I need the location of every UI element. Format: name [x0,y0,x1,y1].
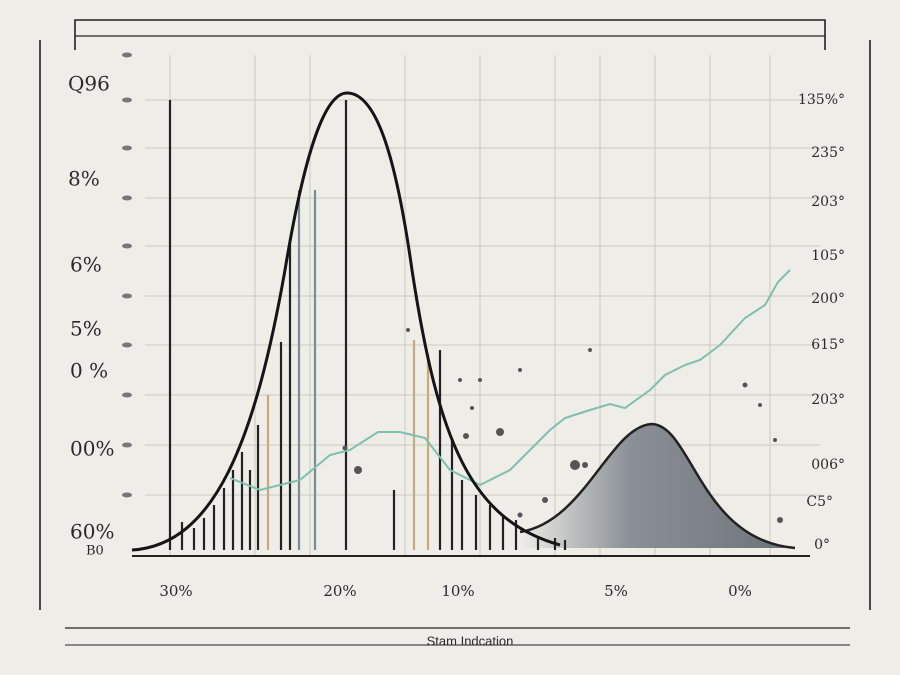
right-label: 203° [811,194,845,210]
bottom-label: 20% [323,582,356,600]
bottom-label: 10% [441,582,474,600]
tick-dots [122,52,132,498]
left-label: B0 [86,544,104,559]
left-label: Q96 [68,72,110,96]
right-label: 105° [811,248,845,264]
left-label: 60% [70,520,114,544]
right-label: 0° [814,537,830,553]
bottom-label: 0% [728,582,752,600]
right-label: C5° [806,494,833,510]
right-label: 200° [811,291,845,307]
right-label: 615° [811,337,845,353]
left-label: 0 % [70,359,108,383]
left-label: 5% [70,317,102,341]
scatter-dots [342,328,783,523]
left-label: 8% [68,167,100,191]
left-label: 00% [70,437,114,461]
bars [168,100,567,550]
green-line [229,269,791,492]
right-labels: 135%° 235° 203° 105° 200° 615° 203° 006°… [798,92,845,553]
caption: Stam Indcation [427,633,514,648]
right-label: 006° [811,457,845,473]
right-label: 235° [811,145,845,161]
bottom-labels: 30% 20% 10% 5% 0% [159,582,752,600]
right-label: 135%° [798,92,845,108]
left-label: 6% [70,253,102,277]
bottom-label: 5% [604,582,628,600]
right-label: 203° [811,392,845,408]
bottom-label: 30% [159,582,192,600]
frame [39,19,871,646]
left-labels: Q96 8% 6% 5% 0 % 00% 60% B0 [68,72,114,559]
bell-curve [131,91,561,552]
gray-peak [519,422,796,550]
